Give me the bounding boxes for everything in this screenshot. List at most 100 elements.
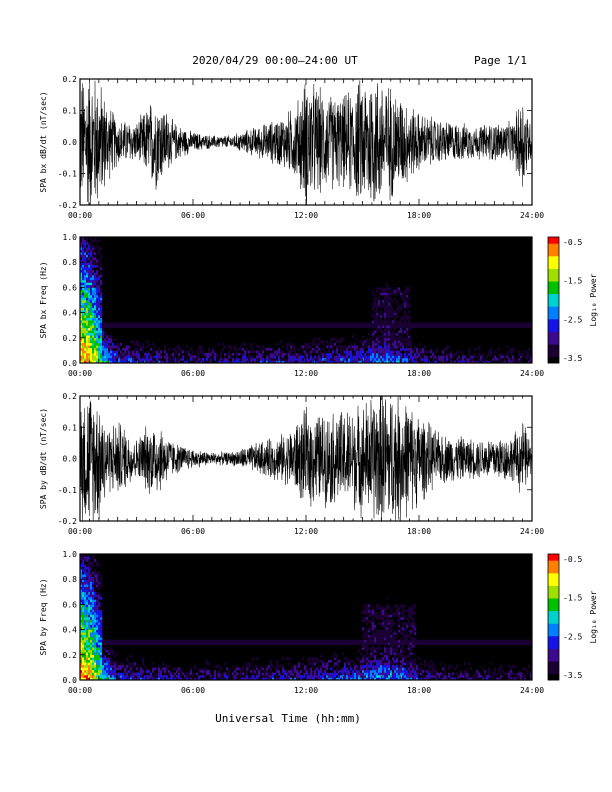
spectrogram-cell: [282, 360, 285, 363]
spectrogram-cell: [462, 360, 465, 363]
spectrogram-cell: [270, 677, 273, 680]
spectrogram-cell: [380, 327, 383, 331]
spectrogram-cell: [92, 622, 95, 625]
spectrogram-cell: [474, 325, 477, 329]
spectrogram-cell: [366, 606, 369, 610]
spectrogram-cell: [176, 350, 179, 354]
spectrogram-cell: [408, 310, 411, 313]
spectrogram-cell: [468, 347, 471, 351]
spectrogram-cell: [104, 652, 107, 656]
spectrogram-cell: [346, 669, 349, 673]
spectrogram-cell: [94, 315, 97, 318]
spectrogram-cell: [154, 639, 157, 643]
spectrogram-cell: [488, 322, 491, 326]
spectrogram-cell: [80, 244, 83, 248]
spectrogram-cell: [102, 322, 105, 326]
spectrogram-cell: [96, 674, 99, 678]
spectrogram-cell: [354, 345, 357, 349]
spectrogram-cell: [372, 649, 375, 653]
spectrogram-cell: [318, 337, 321, 341]
spectrogram-cell: [364, 657, 367, 661]
spectrogram-cell: [98, 340, 101, 344]
spectrogram-cell: [86, 287, 89, 291]
spectrogram-cell: [230, 674, 233, 678]
spectrogram-cell: [368, 357, 371, 361]
spectrogram-cell: [404, 342, 407, 346]
spectrogram-cell: [206, 325, 209, 329]
spectrogram-cell: [180, 357, 183, 361]
spectrogram-cell: [220, 357, 223, 361]
spectrogram-cell: [82, 574, 85, 577]
spectrogram-cell: [80, 604, 83, 608]
spectrogram-cell: [326, 345, 329, 349]
spectrogram-cell: [246, 340, 249, 344]
spectrogram-cell: [384, 340, 387, 344]
spectrogram-cell: [316, 674, 319, 678]
spectrogram-cell: [84, 237, 87, 240]
spectrogram-cell: [398, 312, 401, 316]
spectrogram-cell: [250, 642, 253, 646]
spectrogram-cell: [294, 355, 297, 359]
spectrogram-cell: [490, 350, 493, 354]
spectrogram-cell: [236, 360, 239, 363]
spectrogram-cell: [194, 360, 197, 363]
spectrogram-cell: [360, 677, 363, 680]
spectrogram-cell: [86, 611, 89, 615]
spectrogram-cell: [356, 357, 359, 361]
spectrogram-cell: [372, 325, 375, 329]
spectrogram-cell: [330, 337, 333, 341]
spectrogram-cell: [336, 325, 339, 329]
spectrogram-cell: [424, 355, 427, 359]
spectrogram-cell: [96, 644, 99, 648]
spectrogram-cell: [318, 355, 321, 359]
spectrogram-cell: [426, 357, 429, 361]
spectrogram-cell: [288, 342, 291, 346]
spectrogram-cell: [408, 287, 411, 291]
spectrogram-cell: [84, 599, 87, 603]
spectrogram-cell: [346, 639, 349, 643]
spectrogram-cell: [370, 652, 373, 656]
spectrogram-cell: [128, 669, 131, 673]
spectrogram-cell: [100, 325, 103, 329]
spectrogram-cell: [166, 639, 169, 643]
spectrogram-cell: [328, 639, 331, 643]
spectrogram-cell: [274, 325, 277, 329]
spectrogram-cell: [96, 300, 99, 303]
spectrogram-cell: [254, 667, 257, 671]
spectrogram-cell: [354, 639, 357, 643]
spectrogram-cell: [94, 611, 97, 615]
spectrogram-cell: [280, 672, 283, 676]
spectrogram-cell: [94, 289, 97, 293]
y-axis-label: SPA bx Freq (Hz): [39, 261, 48, 338]
spectrogram-cell: [82, 335, 85, 339]
spectrogram-cell: [116, 664, 119, 668]
spectrogram-cell: [292, 357, 295, 361]
spectrogram-cell: [192, 325, 195, 329]
spectrogram-cell: [292, 642, 295, 646]
spectrogram-cell: [364, 637, 367, 640]
figure-title: 2020/04/29 00:00–24:00 UT: [192, 54, 358, 67]
spectrogram-cell: [100, 556, 103, 560]
spectrogram-cell: [368, 627, 371, 630]
spectrogram-cell: [466, 360, 469, 363]
spectrogram-cell: [164, 669, 167, 673]
spectrogram-cell: [84, 259, 87, 263]
spectrogram-cell: [170, 674, 173, 678]
spectrogram-cell: [408, 350, 411, 354]
spectrogram-cell: [310, 639, 313, 643]
spectrogram-cell: [322, 664, 325, 668]
spectrogram-cell: [244, 642, 247, 646]
spectrogram-cell: [178, 360, 181, 363]
spectrogram-cell: [324, 355, 327, 359]
spectrogram-cell: [92, 642, 95, 646]
spectrogram-cell: [198, 642, 201, 646]
spectrogram-cell: [110, 639, 113, 643]
spectrogram-cell: [84, 559, 87, 562]
spectrogram-cell: [210, 357, 213, 361]
spectrogram-cell: [382, 347, 385, 351]
spectrogram-cell: [424, 345, 427, 349]
spectrogram-cell: [320, 352, 323, 356]
spectrogram-cell: [148, 357, 151, 361]
spectrogram-cell: [362, 357, 365, 361]
spectrogram-cell: [94, 629, 97, 633]
